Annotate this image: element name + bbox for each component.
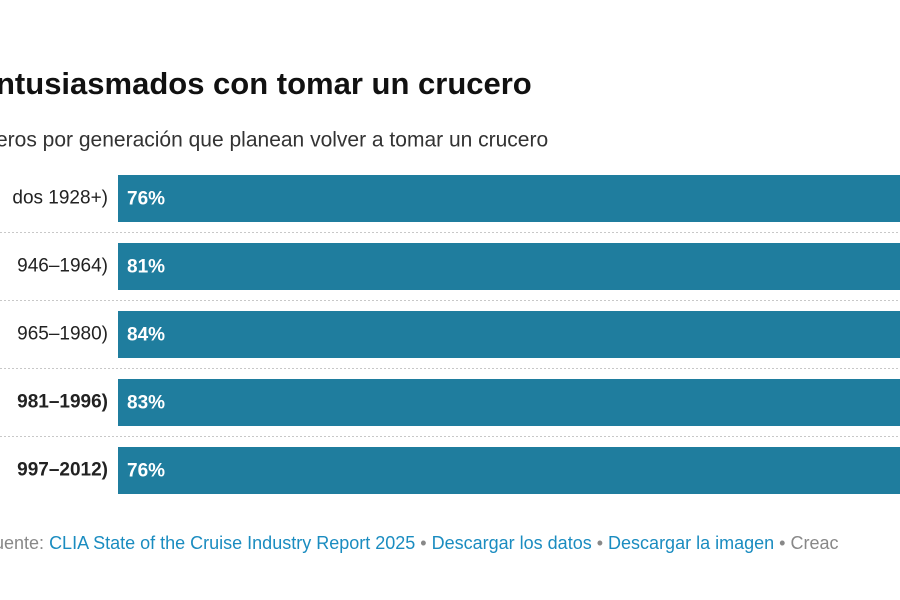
separator: • [779, 533, 785, 553]
source-link[interactable]: CLIA State of the Cruise Industry Report… [49, 533, 415, 553]
category-label: 965–1980) [17, 324, 108, 345]
chart-title: ntusiasmados con tomar un crucero [0, 66, 532, 101]
value-label: 76% [127, 461, 165, 482]
footer-text: uente: CLIA State of the Cruise Industry… [0, 533, 838, 553]
category-label: 946–1964) [17, 256, 108, 277]
separator: • [420, 533, 426, 553]
bar [118, 447, 900, 494]
value-label: 83% [127, 393, 165, 414]
value-label: 81% [127, 257, 165, 278]
download-link[interactable]: Descargar la imagen [608, 533, 774, 553]
category-label: 981–1996) [17, 392, 108, 413]
bar [118, 379, 900, 426]
chart-subtitle: eros por generación que planean volver a… [0, 129, 548, 152]
source-label: uente: [0, 533, 44, 553]
credit: Creac [790, 533, 838, 553]
download-link[interactable]: Descargar los datos [432, 533, 592, 553]
footer: uente: CLIA State of the Cruise Industry… [0, 533, 838, 553]
bar [118, 175, 900, 222]
separator: • [597, 533, 603, 553]
bar [118, 243, 900, 290]
value-label: 76% [127, 189, 165, 210]
category-label: dos 1928+) [12, 188, 108, 209]
value-label: 84% [127, 325, 165, 346]
bar [118, 311, 900, 358]
category-label: 997–2012) [17, 460, 108, 481]
